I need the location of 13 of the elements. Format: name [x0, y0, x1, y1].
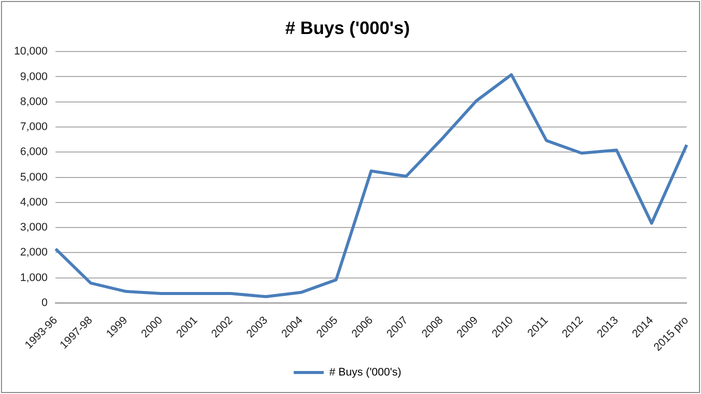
y-tick-label: 2,000: [20, 246, 48, 259]
y-tick-label: 3,000: [20, 222, 48, 234]
y-tick-label: 4,000: [20, 196, 48, 208]
chart-title: # Buys ('000's): [285, 18, 410, 38]
y-tick-label: 0: [42, 296, 48, 309]
y-tick-label: 8,000: [20, 96, 48, 108]
y-tick-label: 1,000: [20, 272, 48, 284]
y-tick-label: 10,000: [14, 46, 48, 58]
legend-label: # Buys ('000's): [329, 366, 402, 379]
y-tick-label: 7,000: [20, 121, 48, 134]
y-tick-label: 6,000: [20, 146, 48, 158]
y-tick-label: 5,000: [20, 171, 48, 184]
y-tick-label: 9,000: [20, 70, 48, 83]
